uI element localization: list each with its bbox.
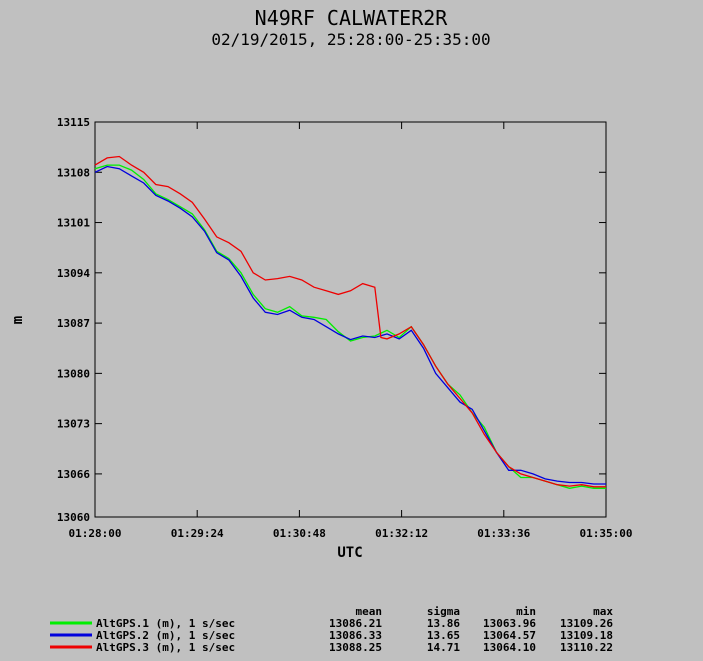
chart-subtitle: 02/19/2015, 25:28:00-25:35:00 [211,30,490,49]
x-tick-label: 01:32:12 [375,527,428,540]
series-line-1 [94,164,606,489]
y-tick-label: 13087 [57,317,90,330]
x-axis: 01:28:00 01:29:24 01:30:48 01:32:12 01:33:36… [69,122,633,540]
series-line-2 [94,165,606,485]
legend-stat: 13086.33 [329,629,382,642]
stats-header-sigma: sigma [427,605,460,618]
y-axis: 13115 13108 13101 13094 13087 13080 13073 13066… [57,116,606,524]
legend-stat: 13064.57 [483,629,536,642]
legend-label: AltGPS.3 (m), 1 s/sec [96,641,235,654]
x-axis-label: UTC [337,545,362,561]
chart-title: N49RF CALWATER2R [255,6,449,30]
y-tick-label: 13080 [57,367,90,380]
y-tick-label: 13066 [57,468,90,481]
y-tick-label: 13108 [57,166,90,179]
stats-header-mean: mean [356,605,383,618]
x-tick-label: 01:28:00 [69,527,122,540]
legend-stat: 13.65 [427,629,460,642]
y-tick-label: 13094 [57,267,90,280]
series-lines [94,155,606,489]
stats-header-max: max [593,605,613,618]
y-axis-label: m [10,316,26,324]
legend-stat: 13064.10 [483,641,536,654]
y-tick-label: 13060 [57,511,90,524]
legend-stat: 13109.26 [560,617,613,630]
legend-label: AltGPS.1 (m), 1 s/sec [96,617,235,630]
y-tick-label: 13115 [57,116,90,129]
y-tick-label: 13073 [57,418,90,431]
series-line-3 [94,155,606,488]
legend-stat: 14.71 [427,641,460,654]
legend: AltGPS.1 (m), 1 s/sec 13086.21 13.86 13063.… [50,617,613,654]
legend-stat: 13063.96 [483,617,536,630]
legend-stat: 13.86 [427,617,460,630]
stats-header: mean sigma min max [356,605,614,618]
legend-stat: 13110.22 [560,641,613,654]
x-tick-label: 01:35:00 [580,527,633,540]
stats-header-min: min [516,605,536,618]
legend-stat: 13088.25 [329,641,382,654]
legend-stat: 13086.21 [329,617,382,630]
x-tick-label: 01:29:24 [171,527,224,540]
plot-area [94,121,607,518]
x-tick-label: 01:33:36 [477,527,530,540]
legend-label: AltGPS.2 (m), 1 s/sec [96,629,235,642]
x-tick-label: 01:30:48 [273,527,326,540]
legend-stat: 13109.18 [560,629,613,642]
y-tick-label: 13101 [57,217,90,230]
